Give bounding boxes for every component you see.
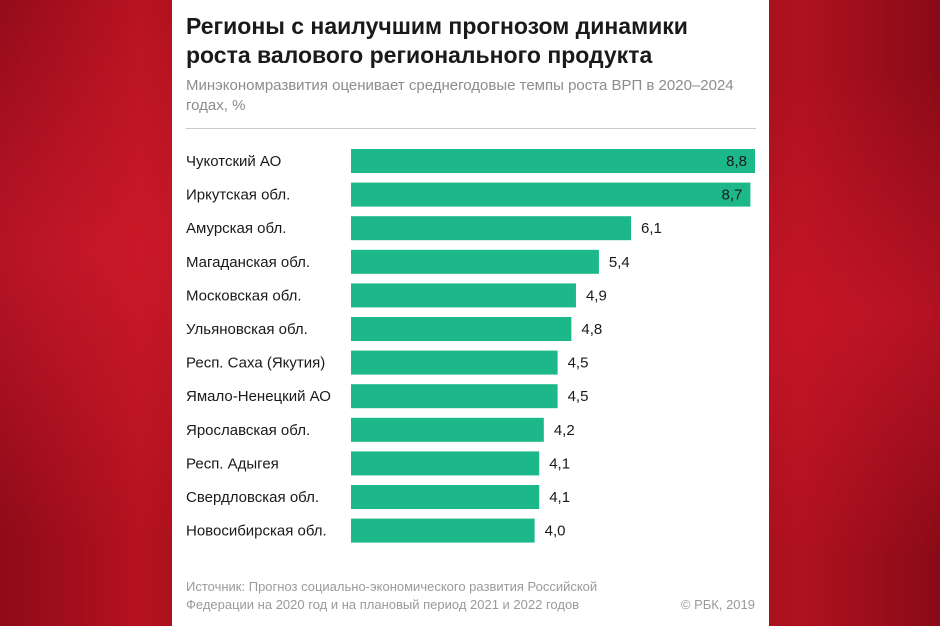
bar-chart: Чукотский АО 8,8 Иркутская обл. 8,7 Амурская…	[186, 149, 755, 543]
divider	[186, 128, 756, 129]
value-label: 8,7	[722, 187, 743, 204]
bar	[351, 216, 632, 241]
bar	[351, 384, 558, 409]
value-label: 4,8	[581, 321, 602, 338]
chart-subtitle: Минэкономразвития оценивает среднегодовы…	[186, 77, 734, 114]
value-label: 4,0	[545, 523, 566, 540]
bar	[351, 249, 599, 274]
bar	[351, 182, 751, 207]
bar	[351, 283, 576, 308]
value-label: 5,4	[609, 254, 630, 271]
value-label: 4,5	[568, 388, 589, 405]
bar	[351, 485, 540, 509]
category-label: Ямало-Ненецкий АО	[186, 388, 331, 405]
category-label: Иркутская обл.	[186, 187, 290, 204]
category-label: Новосибирская обл.	[186, 523, 327, 540]
copyright: © РБК, 2019	[680, 597, 755, 612]
value-label: 4,9	[586, 287, 607, 304]
chart-card: Регионы с наилучшим прогнозом динамики р…	[172, 0, 769, 626]
bar	[351, 451, 540, 476]
category-label: Ярославская обл.	[186, 422, 310, 439]
chart-title: Регионы с наилучшим прогнозом динамики р…	[186, 13, 688, 68]
bar	[351, 518, 535, 543]
bar	[351, 417, 544, 442]
value-label: 4,5	[568, 355, 589, 372]
category-label: Респ. Саха (Якутия)	[186, 355, 325, 372]
category-label: Ульяновская обл.	[186, 321, 308, 338]
category-label: Московская обл.	[186, 287, 302, 304]
value-label: 6,1	[641, 220, 662, 237]
category-label: Магаданская обл.	[186, 254, 310, 271]
category-label: Амурская обл.	[186, 220, 286, 237]
value-label: 4,1	[549, 455, 570, 472]
bar	[351, 149, 755, 173]
value-label: 8,8	[726, 153, 747, 170]
value-label: 4,1	[549, 489, 570, 506]
source-note: Источник: Прогноз социально-экономическо…	[186, 579, 598, 612]
bar	[351, 350, 558, 375]
category-label: Респ. Адыгея	[186, 455, 279, 472]
value-label: 4,2	[554, 422, 575, 439]
category-label: Чукотский АО	[186, 153, 281, 170]
bar	[351, 317, 572, 341]
category-label: Свердловская обл.	[186, 489, 319, 506]
